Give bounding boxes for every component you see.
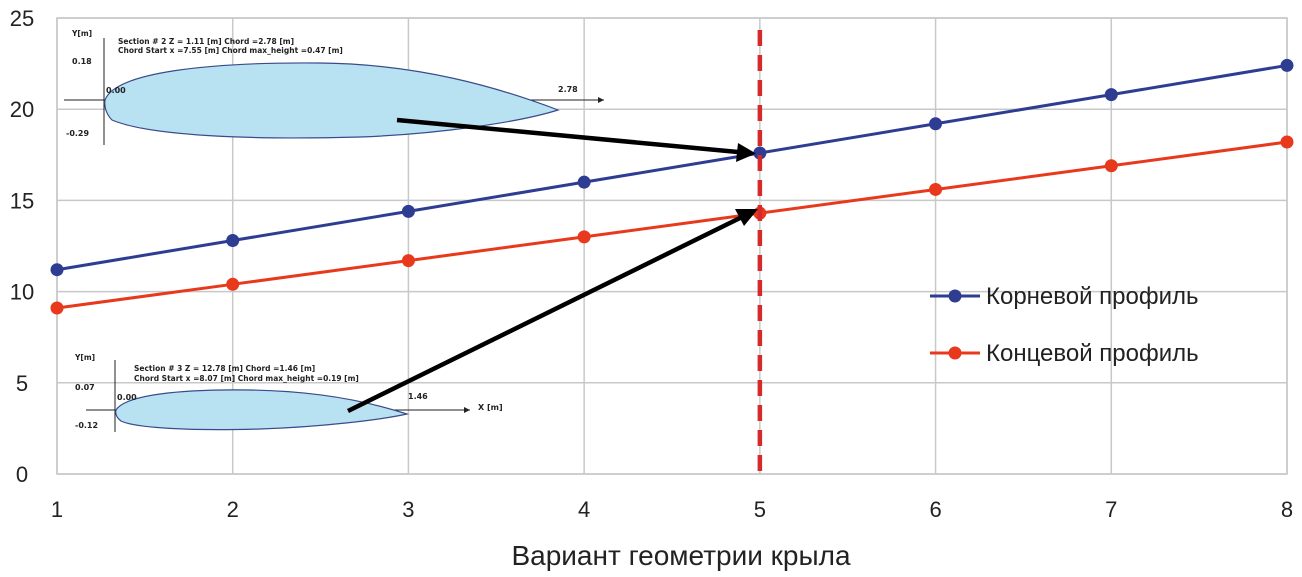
legend: Корневой профиль Концевой профиль — [930, 283, 1199, 367]
inset-root-y-bottom: -0.29 — [66, 129, 89, 138]
legend-item: Концевой профиль — [930, 340, 1199, 367]
inset-root-origin: 0.00 — [106, 86, 126, 95]
inset-tip-header-1: Section # 3 Z = 12.78 [m] Chord =1.46 [m… — [134, 364, 315, 373]
inset-root-airfoil — [104, 62, 560, 139]
x-axis-label: Вариант геометрии крыла — [511, 540, 850, 571]
series-tip-profile — [50, 135, 1294, 315]
x-tick-label: 1 — [51, 497, 63, 522]
inset-tip-y-top: 0.07 — [75, 383, 95, 392]
data-point — [577, 230, 591, 244]
data-point — [753, 146, 767, 160]
x-tick-label: 6 — [929, 497, 941, 522]
x-tick-label: 3 — [402, 497, 414, 522]
data-point — [401, 254, 415, 268]
legend-label: Концевой профиль — [986, 340, 1199, 367]
data-point — [1280, 58, 1294, 72]
plot-frame — [56, 17, 1288, 475]
legend-swatch-marker — [948, 289, 962, 303]
x-tick-label: 7 — [1105, 497, 1117, 522]
y-tick-label: 10 — [10, 280, 34, 305]
inset-tip-y-bottom: -0.12 — [75, 421, 98, 430]
inset-root-chord-end: 2.78 — [558, 85, 578, 94]
x-tick-label: 2 — [227, 497, 239, 522]
y-tick-label: 5 — [16, 371, 28, 396]
inset-root-header-1: Section # 2 Z = 1.11 [m] Chord =2.78 [m] — [118, 37, 294, 46]
data-point — [1280, 135, 1294, 149]
series-root-profile — [50, 58, 1294, 277]
data-point — [929, 182, 943, 196]
series-line — [56, 140, 1288, 310]
legend-swatch-marker — [948, 346, 962, 360]
inset-root-y-top: 0.18 — [72, 57, 92, 66]
inset-root-ylabel: Y[m] — [71, 29, 92, 38]
inset-root-header-2: Chord Start x =7.55 [m] Chord max_height… — [118, 46, 343, 55]
arrow-root-shaft — [396, 117, 739, 155]
y-tick-label: 0 — [16, 462, 28, 487]
inset-tip-xlabel: X [m] — [478, 403, 503, 412]
arrow-tip-head — [735, 209, 758, 226]
inset-tip-ylabel: Y[m] — [74, 353, 95, 362]
inset-root-x-arrow — [598, 97, 604, 103]
arrow-tip-shaft — [347, 215, 741, 414]
series-line — [56, 63, 1288, 272]
x-tick-label: 4 — [578, 497, 590, 522]
axes: 0 5 10 15 20 25 1 2 3 4 5 6 7 8 — [10, 6, 1293, 522]
arrow-root-head — [736, 143, 756, 162]
legend-label: Корневой профиль — [986, 283, 1199, 310]
x-tick-label: 5 — [754, 497, 766, 522]
y-tick-label: 25 — [10, 6, 34, 31]
data-point — [1104, 88, 1118, 102]
data-point — [226, 277, 240, 291]
legend-item: Корневой профиль — [930, 283, 1199, 310]
inset-tip-section: Y[m] Section # 3 Z = 12.78 [m] Chord =1.… — [74, 353, 503, 432]
inset-tip-chord-end: 1.46 — [408, 392, 428, 401]
data-point — [401, 204, 415, 218]
pointer-arrows — [347, 117, 758, 414]
data-point — [1104, 159, 1118, 173]
inset-tip-origin: 0.00 — [117, 393, 137, 402]
inset-root-section: Y[m] Section # 2 Z = 1.11 [m] Chord =2.7… — [64, 29, 604, 145]
inset-tip-airfoil — [115, 389, 410, 431]
x-tick-label: 8 — [1281, 497, 1293, 522]
data-point — [929, 117, 943, 131]
y-tick-label: 15 — [10, 188, 34, 213]
series-layer — [50, 58, 1294, 315]
inset-tip-x-arrow — [464, 407, 470, 413]
data-point — [577, 175, 591, 189]
y-tick-label: 20 — [10, 97, 34, 122]
data-point — [50, 301, 64, 315]
inset-tip-header-2: Chord Start x =8.07 [m] Chord max_height… — [134, 374, 359, 383]
data-point — [226, 234, 240, 248]
data-point — [50, 263, 64, 277]
